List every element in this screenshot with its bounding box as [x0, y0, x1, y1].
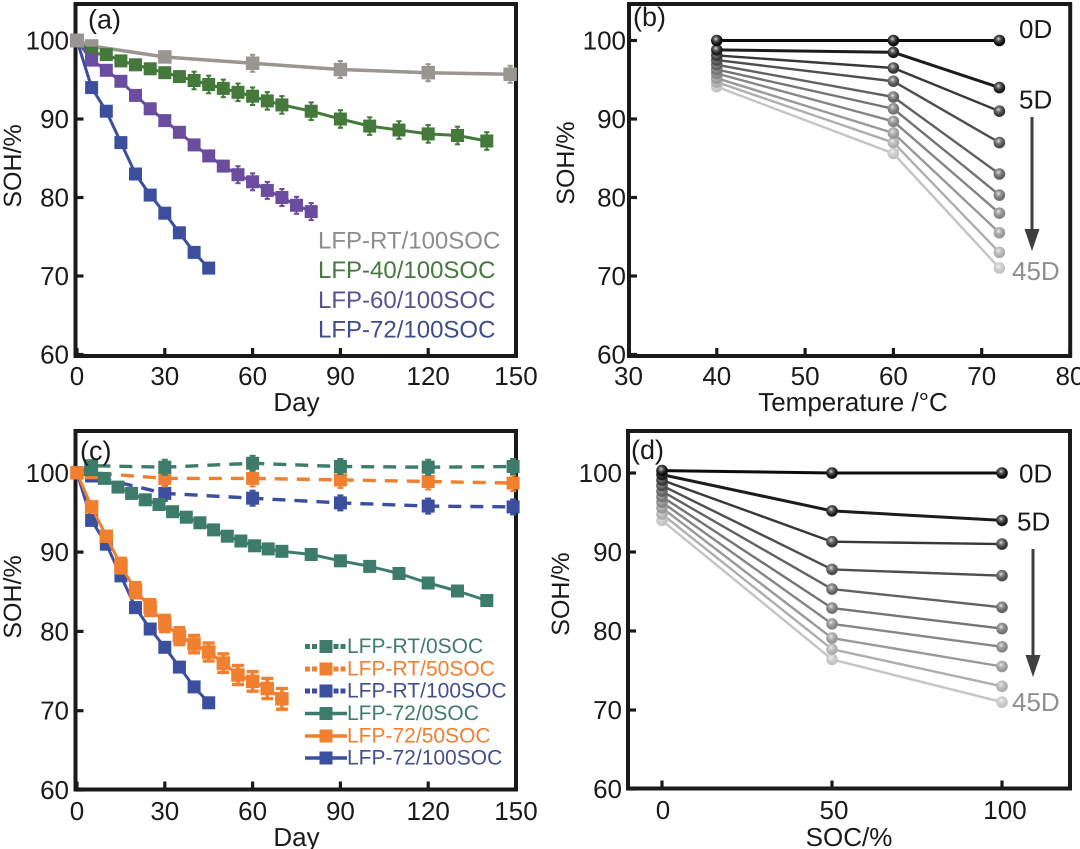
svg-text:SOH/%: SOH/%	[552, 121, 580, 204]
svg-text:70: 70	[40, 261, 69, 291]
svg-text:30: 30	[150, 796, 179, 826]
svg-text:5D: 5D	[1017, 507, 1050, 537]
svg-text:90: 90	[326, 796, 355, 826]
svg-text:80: 80	[1056, 361, 1080, 391]
svg-text:80: 80	[40, 183, 69, 213]
svg-text:120: 120	[407, 361, 450, 391]
svg-text:Day: Day	[273, 387, 319, 417]
svg-text:SOH/%: SOH/%	[0, 124, 27, 207]
svg-text:90: 90	[593, 537, 622, 567]
svg-text:LFP-RT/0SOC: LFP-RT/0SOC	[347, 635, 483, 658]
svg-text:(b): (b)	[633, 2, 666, 32]
svg-text:90: 90	[597, 104, 626, 134]
svg-text:SOH/%: SOH/%	[547, 552, 575, 635]
svg-text:LFP-RT/100SOC: LFP-RT/100SOC	[347, 680, 507, 703]
svg-text:LFP-72/0SOC: LFP-72/0SOC	[347, 702, 479, 725]
svg-text:(a): (a)	[88, 5, 121, 35]
svg-text:30: 30	[614, 361, 643, 391]
svg-text:0: 0	[656, 795, 670, 825]
svg-text:80: 80	[593, 616, 622, 646]
svg-text:LFP-72/100SOC: LFP-72/100SOC	[347, 747, 502, 770]
svg-text:60: 60	[238, 361, 267, 391]
svg-text:60: 60	[40, 340, 69, 370]
svg-text:0D: 0D	[1019, 14, 1052, 44]
svg-text:100: 100	[26, 458, 69, 488]
svg-text:0: 0	[70, 796, 84, 826]
svg-text:30: 30	[150, 361, 179, 391]
svg-text:SOH/%: SOH/%	[0, 555, 27, 638]
svg-text:70: 70	[593, 695, 622, 725]
svg-text:LFP-40/100SOC: LFP-40/100SOC	[318, 257, 495, 284]
svg-text:60: 60	[238, 796, 267, 826]
svg-text:90: 90	[326, 361, 355, 391]
svg-text:150: 150	[494, 796, 537, 826]
svg-text:5D: 5D	[1019, 85, 1052, 115]
svg-text:(c): (c)	[80, 436, 111, 466]
svg-text:50: 50	[820, 795, 849, 825]
svg-text:60: 60	[879, 361, 908, 391]
svg-text:100: 100	[26, 26, 69, 56]
svg-text:70: 70	[967, 361, 996, 391]
svg-text:100: 100	[583, 26, 626, 56]
svg-text:40: 40	[702, 361, 731, 391]
svg-text:45D: 45D	[1012, 687, 1060, 717]
svg-text:LFP-60/100SOC: LFP-60/100SOC	[318, 287, 495, 314]
svg-text:LFP-72/50SOC: LFP-72/50SOC	[347, 725, 491, 748]
svg-text:60: 60	[40, 775, 69, 805]
svg-text:0D: 0D	[1019, 459, 1052, 489]
svg-text:LFP-72/100SOC: LFP-72/100SOC	[318, 317, 495, 344]
svg-text:SOC/%: SOC/%	[806, 822, 893, 849]
svg-text:100: 100	[579, 458, 622, 488]
svg-text:0: 0	[70, 361, 84, 391]
svg-text:100: 100	[983, 795, 1026, 825]
svg-text:90: 90	[40, 537, 69, 567]
svg-text:LFP-RT/50SOC: LFP-RT/50SOC	[347, 658, 495, 681]
svg-text:50: 50	[791, 361, 820, 391]
svg-text:(d): (d)	[631, 435, 664, 465]
svg-text:80: 80	[40, 616, 69, 646]
svg-text:150: 150	[494, 361, 537, 391]
svg-text:90: 90	[40, 104, 69, 134]
svg-text:60: 60	[593, 774, 622, 804]
svg-text:45D: 45D	[1012, 256, 1060, 286]
svg-text:80: 80	[597, 183, 626, 213]
svg-text:70: 70	[597, 261, 626, 291]
svg-text:Day: Day	[273, 822, 319, 849]
svg-text:120: 120	[407, 796, 450, 826]
svg-text:LFP-RT/100SOC: LFP-RT/100SOC	[318, 228, 500, 255]
svg-text:Temperature /°C: Temperature /°C	[758, 387, 948, 417]
svg-text:60: 60	[597, 340, 626, 370]
svg-text:70: 70	[40, 696, 69, 726]
